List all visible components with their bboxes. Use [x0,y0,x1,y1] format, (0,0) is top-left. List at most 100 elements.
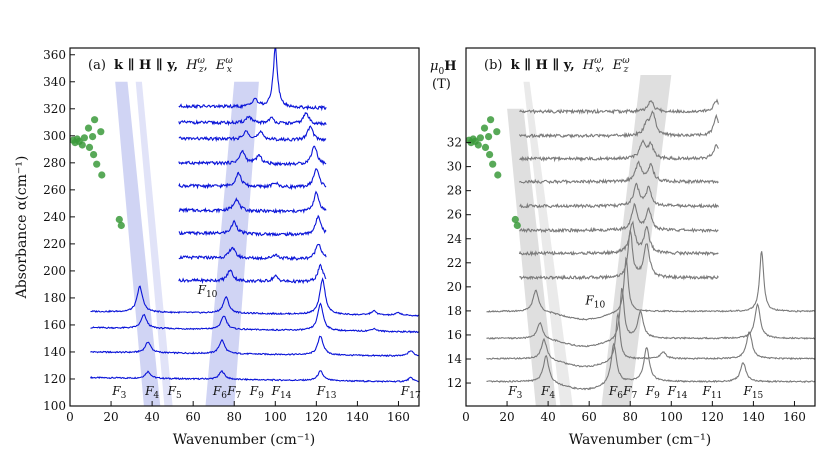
spectrum-line [178,145,327,167]
spectrum-line [486,287,815,348]
spectrum-line [518,220,719,257]
mode-label: F7 [622,384,637,401]
field-point [494,171,502,179]
field-tick-label: 24 [447,232,463,246]
spectrum-line [178,243,327,262]
field-tick-label: 14 [447,352,463,366]
panel-b-spectra [486,98,815,391]
x-tick-label: 100 [660,410,683,424]
spectrum-line [178,263,327,285]
y-tick-label: 200 [43,264,66,278]
x-tick-label: 160 [783,410,806,424]
field-tick-label: 26 [447,208,462,222]
field-tick-label: 30 [447,160,462,174]
panel-a-mode-labels: F3 F4 F5 F6 F7 F9 F14 F13 F17 F10 [111,283,421,401]
field-point [513,221,521,230]
x-tick-label: 120 [701,410,724,424]
spectrum-line [519,182,719,209]
mode-label: F10 [197,283,218,300]
spectrum-line [90,335,419,358]
field-tick-label: 12 [447,376,462,390]
y-tick-label: 240 [43,210,66,224]
y-tick-label: 140 [43,345,66,359]
x-tick-label: 0 [66,410,74,424]
field-point [85,143,94,151]
field-point [486,151,494,159]
spectrum-line [178,190,327,215]
field-point [78,141,86,149]
spectrum-line [178,111,327,127]
mode-label: F9 [645,384,660,401]
field-tick-label: 20 [447,280,462,294]
field-tick-label: 22 [447,256,462,270]
panel-a-title: (a) k ∥ H ∥ y, Hω z, Eω x [88,56,233,75]
x-tick-label: 160 [387,410,410,424]
x-tick-label: 140 [346,410,369,424]
field-tick-label: 32 [447,136,462,150]
panel-a-field-points [70,116,125,230]
y-tick-label: 160 [43,318,66,332]
y-tick-label: 280 [43,156,66,170]
spectrum-line [178,48,327,112]
mode-label: F11 [702,384,723,401]
panel-b-x-ticks: 0 20 40 60 80 100 120 140 160 [462,401,806,424]
spectrum-line [519,139,719,163]
field-point [511,215,519,224]
panel-b-field-points [466,116,521,230]
field-point [98,171,106,179]
panel-b-xlabel: Wavenumber (cm⁻¹) [569,432,711,448]
y-tick-label: 120 [43,372,66,386]
y-tick-label: 180 [43,291,66,305]
mode-label: F10 [584,294,605,311]
spectrum-line [90,277,419,317]
field-point [485,133,493,141]
mode-label: F14 [667,384,688,401]
mode-label: F9 [249,384,264,401]
x-tick-label: 100 [264,410,287,424]
field-point [493,128,501,136]
spectrum-line [518,110,719,139]
mode-label: F13 [316,384,337,401]
spectrum-line [90,302,419,334]
x-tick-label: 0 [462,410,470,424]
field-point [489,160,497,168]
panel-a: 0 20 40 60 80 100 120 140 160 100 120 140 160 180 200… [14,47,421,448]
panel-b: 0 20 40 60 80 100 120 140 160 12 14 16 18 20 22 24 26 28… [447,47,816,448]
mode-label: F4 [540,384,555,401]
panel-a-frame [69,47,420,407]
panel-b-field-ticks: 12 14 16 18 20 22 24 26 28 30 32 [447,136,471,390]
field-axis-unit: (T) [432,77,451,92]
mode-label: F5 [167,384,182,401]
mode-label: F3 [111,384,126,401]
field-point [487,116,495,124]
field-point [476,134,484,142]
panel-b-frame [465,47,816,407]
panel-a-y-ticks: 100 120 140 160 180 200 220 240 260 280 300 320 340 3… [43,48,75,413]
panel-a-xlabel: Wavenumber (cm⁻¹) [173,432,315,448]
mode-label: F15 [743,384,764,401]
field-point [80,134,88,142]
spectrum-line [90,370,419,383]
mode-label: F6 [608,384,623,401]
spectrum-line [519,98,719,115]
field-point [97,128,105,136]
y-tick-label: 340 [43,75,66,89]
mode-band [205,81,259,406]
mode-label: F17 [400,384,421,401]
field-point [481,143,490,151]
y-tick-label: 300 [43,129,66,143]
field-tick-label: 18 [447,304,462,318]
x-tick-label: 120 [305,410,328,424]
y-tick-label: 360 [43,48,66,62]
x-tick-label: 40 [144,410,159,424]
y-tick-label: 100 [43,399,66,413]
spectrum-line [178,125,327,143]
mode-band [523,81,573,406]
spectrum-line [519,202,719,234]
y-tick-label: 320 [43,102,66,116]
field-tick-label: 16 [447,328,462,342]
mode-band [507,108,557,406]
field-point [474,141,482,149]
x-tick-label: 80 [623,410,638,424]
